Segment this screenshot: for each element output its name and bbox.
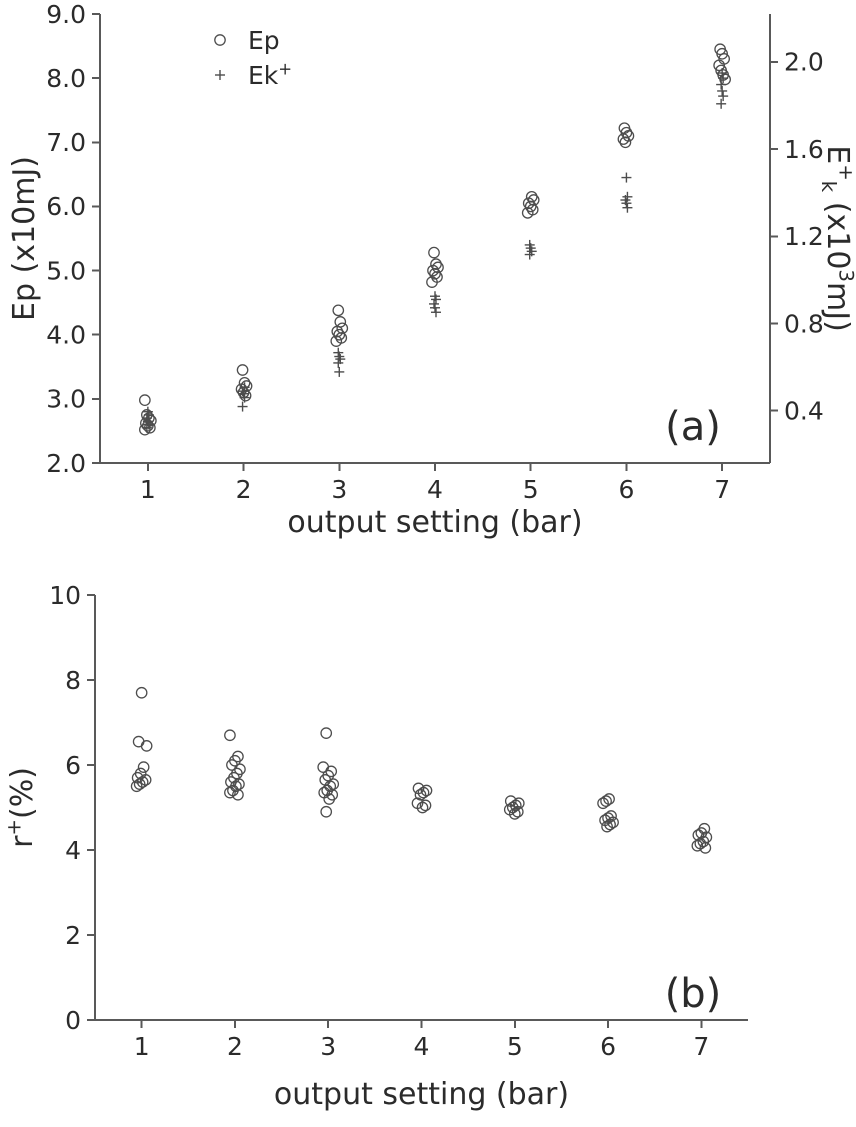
legend: Ep Ek+: [214, 26, 292, 90]
chart-a-panel: 1 2 3 4 5 6 7 2.0 3.0 4.0 5.0 6.0 7.0 8.0 9.0 0.4 0.8 1.2…: [0, 0, 856, 555]
right-tick-label: 2.0: [784, 48, 824, 77]
right-tick-label: 0.4: [784, 396, 824, 425]
left-tick-label: 4.0: [46, 320, 86, 349]
x-tick-label: 1: [134, 1032, 150, 1061]
y-axis-title: r+(%): [3, 767, 40, 848]
left-tick-label: 6: [65, 751, 81, 780]
right-tick-label: 1.6: [784, 135, 824, 164]
x-tick-label: 6: [618, 475, 634, 504]
x-axis-title: output setting (bar): [287, 505, 582, 540]
panel-annotation: (a): [665, 404, 721, 450]
left-tick-label: 5.0: [46, 256, 86, 285]
left-tick-label: 7.0: [46, 128, 86, 157]
chart-b-panel: 1 2 3 4 5 6 7 0 2 4 6 8 10 output setting (bar) r+(%) (…: [0, 555, 856, 1127]
left-tick-label: 2.0: [46, 449, 86, 478]
x-tick-label: 4: [427, 475, 443, 504]
legend-label: Ep: [248, 26, 280, 55]
left-tick-label: 2: [65, 921, 81, 950]
left-tick-label: 0: [65, 1006, 81, 1035]
left-tick-label: 8: [65, 666, 81, 695]
x-tick-label: 6: [600, 1032, 616, 1061]
chart-b-canvas: 1 2 3 4 5 6 7 0 2 4 6 8 10 output setting (bar) r+(%) (…: [3, 581, 748, 1112]
series-r+: [130, 686, 713, 854]
x-tick-label: 2: [227, 1032, 243, 1061]
x-tick-label: 5: [523, 475, 539, 504]
x-tick-label: 4: [414, 1032, 430, 1061]
panel-annotation: (b): [665, 971, 722, 1017]
x-tick-label: 3: [320, 1032, 336, 1061]
series-Ek+: [141, 68, 729, 433]
x-tick-label: 7: [714, 475, 730, 504]
left-tick-label: 9.0: [46, 0, 86, 29]
x-tick-label: 2: [236, 475, 252, 504]
axes: [92, 13, 778, 471]
chart-a-canvas: 1 2 3 4 5 6 7 2.0 3.0 4.0 5.0 6.0 7.0 8.0 9.0 0.4 0.8 1.2…: [7, 0, 856, 540]
right-tick-label: 1.2: [784, 222, 824, 251]
left-tick-label: 8.0: [46, 64, 86, 93]
x-tick-label: 5: [507, 1032, 523, 1061]
left-tick-label: 3.0: [46, 385, 86, 414]
x-tick-label: 1: [140, 475, 156, 504]
right-tick-label: 0.8: [784, 309, 824, 338]
left-tick-label: 10: [49, 581, 81, 610]
series-Ep: [139, 43, 731, 436]
right-axis-title: E+k (x103mJ): [817, 145, 856, 332]
x-axis-title: output setting (bar): [274, 1077, 569, 1112]
axes: [87, 594, 748, 1028]
left-tick-label: 4: [65, 836, 81, 865]
legend-label: Ek+: [248, 59, 292, 90]
left-tick-label: 6.0: [46, 192, 86, 221]
x-tick-label: 3: [331, 475, 347, 504]
x-tick-label: 7: [693, 1032, 709, 1061]
y-axis-title: Ep (x10mJ): [7, 156, 42, 321]
